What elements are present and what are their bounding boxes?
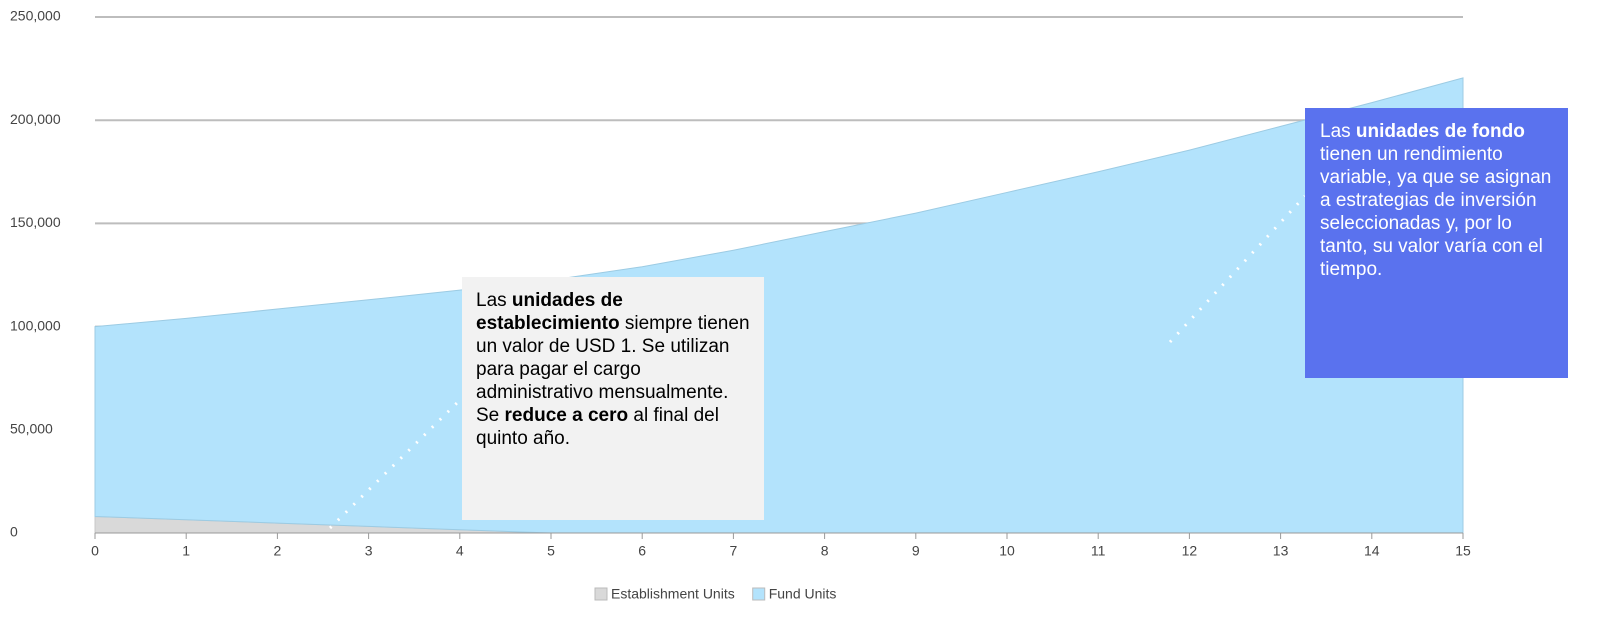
- pointer: [1168, 194, 1307, 344]
- x-tick-label: 2: [274, 543, 282, 559]
- annotation-text: tienen un rendimiento variable, ya que s…: [1320, 144, 1552, 280]
- y-tick-label: 50,000: [10, 421, 53, 437]
- x-tick-label: 12: [1182, 543, 1198, 559]
- legend-swatch: [752, 587, 766, 601]
- annotation-text: al final del quinto año.: [476, 405, 719, 449]
- annotation-text: siempre tienen un valor de USD 1. Se uti…: [476, 313, 750, 426]
- legend-label: Fund Units: [769, 586, 837, 602]
- x-tick-label: 0: [91, 543, 99, 559]
- annotation: Las unidades de establecimiento siempre …: [462, 277, 764, 520]
- legend-label: Establishment Units: [611, 586, 735, 602]
- y-tick-label: 150,000: [10, 214, 61, 230]
- y-tick-label: 100,000: [10, 317, 61, 333]
- annotation-text: Las: [476, 290, 512, 311]
- y-tick-label: 250,000: [10, 8, 61, 24]
- x-tick-label: 8: [821, 543, 829, 559]
- x-tick-label: 1: [182, 543, 190, 559]
- annotation-text: Las: [1320, 121, 1356, 142]
- x-tick-label: 13: [1273, 543, 1289, 559]
- x-tick-label: 10: [999, 543, 1015, 559]
- legend-swatch: [594, 587, 608, 601]
- y-tick-label: 200,000: [10, 111, 61, 127]
- x-tick-label: 14: [1364, 543, 1380, 559]
- annotation-text: reduce a cero: [504, 405, 629, 426]
- annotation-text: unidades de fondo: [1355, 121, 1525, 142]
- x-tick-label: 7: [730, 543, 738, 559]
- x-tick-label: 11: [1091, 543, 1106, 559]
- x-tick-label: 9: [912, 543, 920, 559]
- pointer: [328, 396, 464, 530]
- x-tick-label: 3: [365, 543, 373, 559]
- annotation-text: unidades de establecimiento: [476, 290, 623, 334]
- annotation: Las unidades de fondo tienen un rendimie…: [1305, 108, 1568, 378]
- y-tick-label: 0: [10, 524, 18, 540]
- x-tick-label: 4: [456, 543, 464, 559]
- x-tick-label: 15: [1455, 543, 1471, 559]
- x-tick-label: 5: [547, 543, 555, 559]
- area: [94, 77, 1464, 534]
- x-tick-label: 6: [638, 543, 646, 559]
